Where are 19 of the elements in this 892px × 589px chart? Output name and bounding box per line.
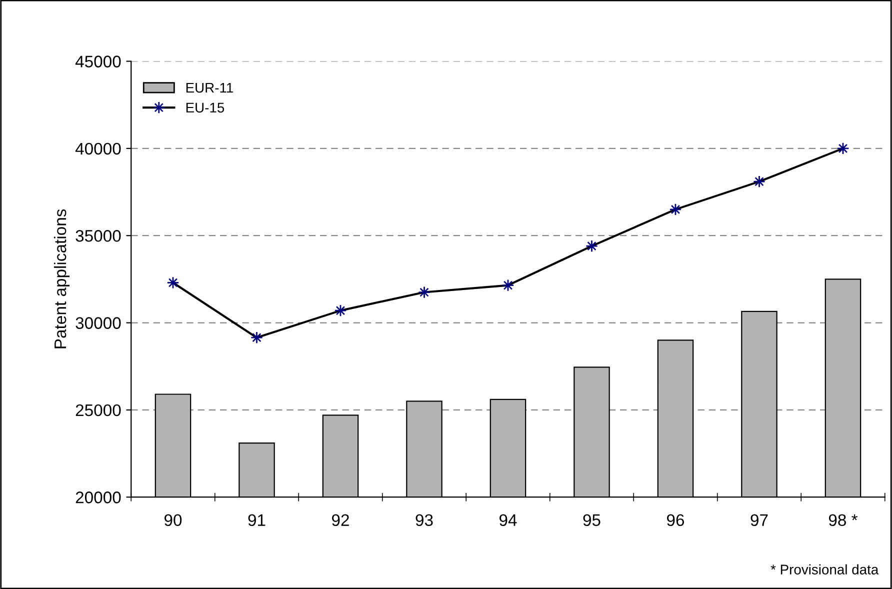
x-tick-label: 94 [500,514,517,526]
text: * Provisional data [770,564,879,574]
x-tick-label: 95 [583,514,600,526]
y-axis-title: Patent applications [54,209,70,348]
x-tick-label: 93 [416,514,433,526]
x-tick-label: 97 [750,514,768,526]
x-tick-label: 92 [332,514,349,526]
x-tick-label: 98 * [828,514,858,526]
x-tick-label: 90 [164,514,182,526]
y-tick-label: 40000 [75,142,121,155]
y-tick-label: 20000 [76,492,121,504]
y-tick-label: 45000 [75,56,121,68]
y-tick-label: 35000 [76,230,121,242]
y-tick-label: 30000 [76,317,121,329]
legend-label: EUR-11 [186,82,233,93]
y-tick-label: 25000 [76,404,121,416]
x-tick-label: 96 [667,514,684,526]
legend-label: EU-15 [186,102,224,113]
x-tick-label: 91 [248,514,266,526]
